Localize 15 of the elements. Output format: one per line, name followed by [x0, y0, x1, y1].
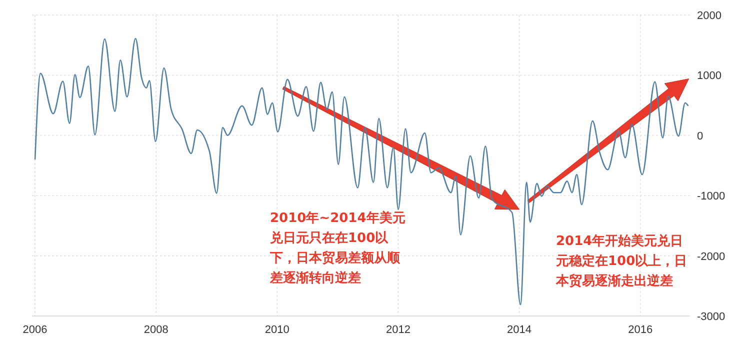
x-tick-label: 2012: [386, 324, 410, 336]
y-tick-label: 0: [697, 130, 704, 142]
y-tick-label: -3000: [697, 311, 726, 323]
x-tick-label: 2016: [628, 324, 653, 336]
line-series: [34, 38, 689, 306]
x-tick-label: 2006: [22, 324, 48, 336]
y-tick-label: -2000: [697, 250, 726, 263]
x-tick-label: 2010: [264, 324, 290, 336]
y-tick-label: -1000: [697, 190, 726, 203]
y-tick-label: 2000: [697, 10, 722, 22]
y-tick-label: 1000: [697, 70, 722, 82]
x-tick-label: 2008: [144, 324, 168, 336]
annotation: 2014年开始美元兑日元稳定在100以上，日本贸易逐渐走出逆差: [555, 233, 688, 289]
x-tick-label: 2014: [507, 324, 532, 336]
annotation: 2010年~2014年美元兑日元只在在100以下，日本贸易差额从顺差逐渐转向逆差: [269, 210, 406, 286]
